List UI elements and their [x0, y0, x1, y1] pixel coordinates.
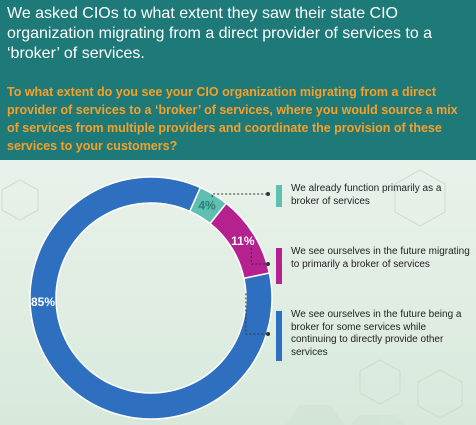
chart-panel: 4% 11% 85% We already function primarily a… [0, 160, 476, 425]
slice-some-services [29, 176, 273, 420]
legend-label-already-broker: We already function primarily as a broke… [291, 183, 442, 207]
legend-swatch-blue [276, 311, 282, 361]
leader-dot [266, 262, 270, 266]
legend-label-future-primarily: We see ourselves in the future migrating… [291, 246, 470, 270]
leader-dot [266, 192, 270, 196]
legend-swatch-magenta [276, 248, 282, 284]
slice-label-some-services: 85% [31, 295, 55, 309]
header-banner: We asked CIOs to what extent they saw th… [0, 0, 476, 160]
slice-label-future-primarily: 11% [231, 234, 255, 248]
leader-line [250, 235, 266, 265]
survey-question: To what extent do you see your CIO organ… [7, 85, 458, 153]
leader-line [245, 293, 266, 335]
intro-text: We asked CIOs to what extent they saw th… [7, 5, 433, 62]
legend-label-some-services: We see ourselves in the future being a b… [291, 309, 462, 358]
leader-dot [266, 332, 270, 336]
slice-label-already-broker: 4% [198, 199, 216, 213]
legend-swatch-teal [276, 185, 282, 207]
donut-chart: 4% 11% 85% [29, 176, 273, 420]
leader-line [211, 193, 266, 198]
hexagon-background-decoration [1, 169, 463, 425]
